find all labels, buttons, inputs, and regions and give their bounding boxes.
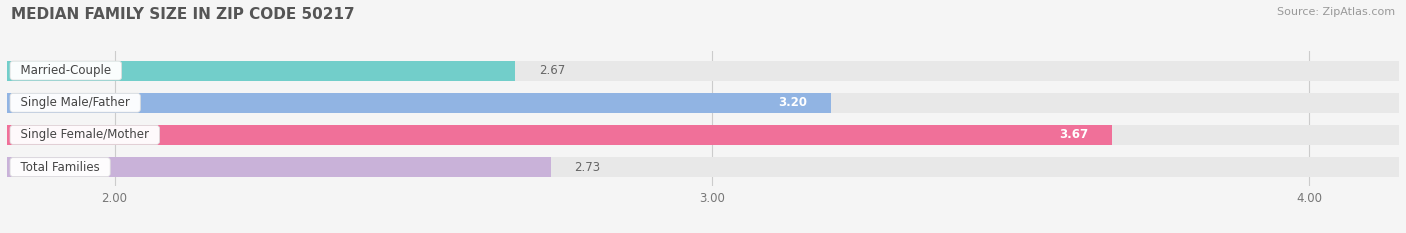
Text: MEDIAN FAMILY SIZE IN ZIP CODE 50217: MEDIAN FAMILY SIZE IN ZIP CODE 50217 xyxy=(11,7,354,22)
Text: Source: ZipAtlas.com: Source: ZipAtlas.com xyxy=(1277,7,1395,17)
Bar xyxy=(7,125,1112,145)
Text: 2.67: 2.67 xyxy=(538,64,565,77)
Bar xyxy=(7,157,551,177)
Text: 2.73: 2.73 xyxy=(575,161,600,174)
Bar xyxy=(7,157,1399,177)
Text: Married-Couple: Married-Couple xyxy=(13,64,118,77)
Text: Total Families: Total Families xyxy=(13,161,107,174)
Text: 3.20: 3.20 xyxy=(779,96,807,109)
Bar xyxy=(7,61,515,81)
Text: 3.67: 3.67 xyxy=(1059,128,1088,141)
Bar xyxy=(7,125,1399,145)
Text: Single Male/Father: Single Male/Father xyxy=(13,96,138,109)
Bar xyxy=(7,93,831,113)
Text: Single Female/Mother: Single Female/Mother xyxy=(13,128,156,141)
Bar xyxy=(7,61,1399,81)
Bar xyxy=(7,93,1399,113)
